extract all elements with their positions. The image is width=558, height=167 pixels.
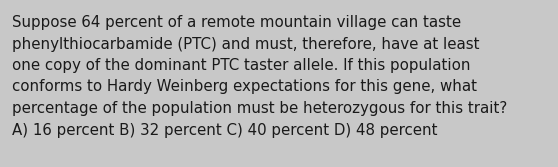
Text: conforms to Hardy Weinberg expectations for this gene, what: conforms to Hardy Weinberg expectations … [12, 79, 477, 95]
Text: Suppose 64 percent of a remote mountain village can taste: Suppose 64 percent of a remote mountain … [12, 15, 461, 30]
Text: phenylthiocarbamide (PTC) and must, therefore, have at least: phenylthiocarbamide (PTC) and must, ther… [12, 37, 479, 51]
Text: one copy of the dominant PTC taster allele. If this population: one copy of the dominant PTC taster alle… [12, 58, 470, 73]
Text: percentage of the population must be heterozygous for this trait?: percentage of the population must be het… [12, 101, 507, 116]
Text: A) 16 percent B) 32 percent C) 40 percent D) 48 percent: A) 16 percent B) 32 percent C) 40 percen… [12, 123, 437, 137]
